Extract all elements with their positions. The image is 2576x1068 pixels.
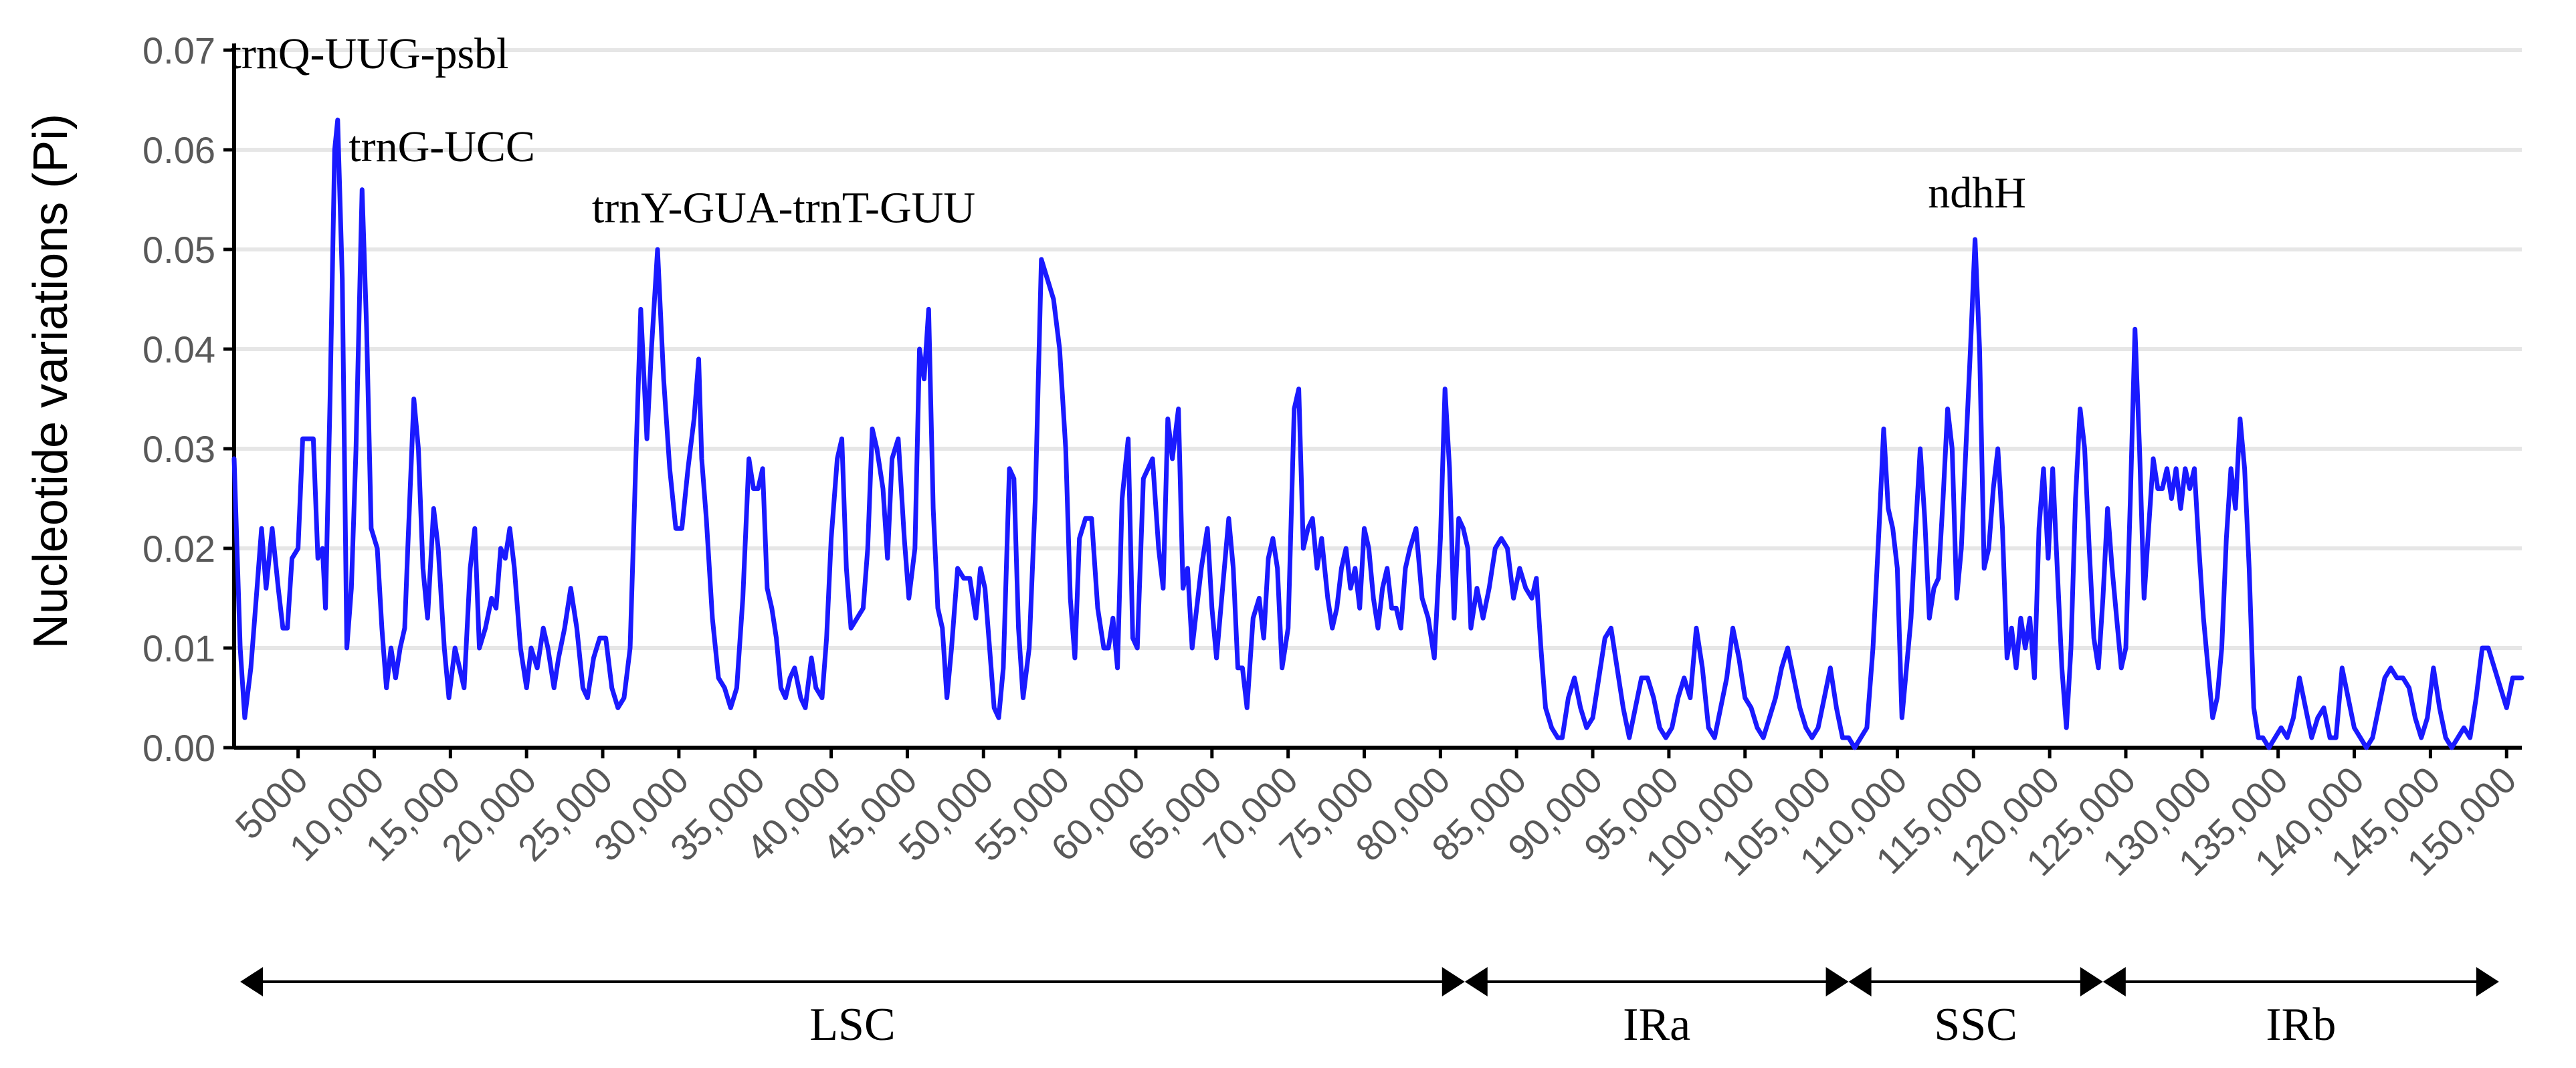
y-tick-label: 0.02 <box>142 528 215 570</box>
region-arrowhead-right <box>2476 967 2499 996</box>
peak-annotation: trnG-UCC <box>349 122 535 171</box>
pi-line-series <box>231 117 2524 750</box>
region-arrowhead-left <box>1848 967 1872 996</box>
y-axis: 0.00 0.01 0.02 0.03 0.04 0.05 0.06 0.07 <box>142 29 236 769</box>
series-line <box>231 117 2524 750</box>
y-gridlines <box>234 48 2522 650</box>
region-label: SSC <box>1934 999 2017 1051</box>
region-arrowhead-left <box>2102 967 2126 996</box>
y-tick-label: 0.01 <box>142 627 215 669</box>
peak-annotation: trnY-GUA-trnT-GUU <box>592 183 975 232</box>
y-axis-title: Nucleotide variations (Pi) <box>24 114 78 649</box>
region-arrowhead-right <box>1825 967 1849 996</box>
peak-annotation: trnQ-UUG-psbl <box>229 29 509 78</box>
y-tick-label: 0.07 <box>142 29 215 72</box>
region-label: IRb <box>2266 999 2336 1051</box>
region-label: IRa <box>1623 999 1690 1051</box>
y-tick-label: 0.03 <box>142 428 215 470</box>
peak-annotations: trnQ-UUG-psbl trnG-UCC trnY-GUA-trnT-GUU nd… <box>229 29 2026 233</box>
region-arrowhead-left <box>1464 967 1488 996</box>
region-arrowhead-left <box>240 967 264 996</box>
y-tick-label: 0.04 <box>142 328 215 370</box>
peak-annotation: ndhH <box>1928 169 2026 217</box>
x-axis: 500010,00015,00020,00025,00030,00035,000… <box>227 746 2524 884</box>
region-arrowhead-right <box>1442 967 1465 996</box>
region-arrowhead-right <box>2080 967 2103 996</box>
y-tick-label: 0.06 <box>142 129 215 171</box>
y-tick-label: 0.05 <box>142 229 215 271</box>
genome-regions: LSC IRa SSC IRb <box>240 967 2499 1051</box>
region-label: LSC <box>809 999 895 1051</box>
y-tick-label: 0.00 <box>142 727 215 769</box>
